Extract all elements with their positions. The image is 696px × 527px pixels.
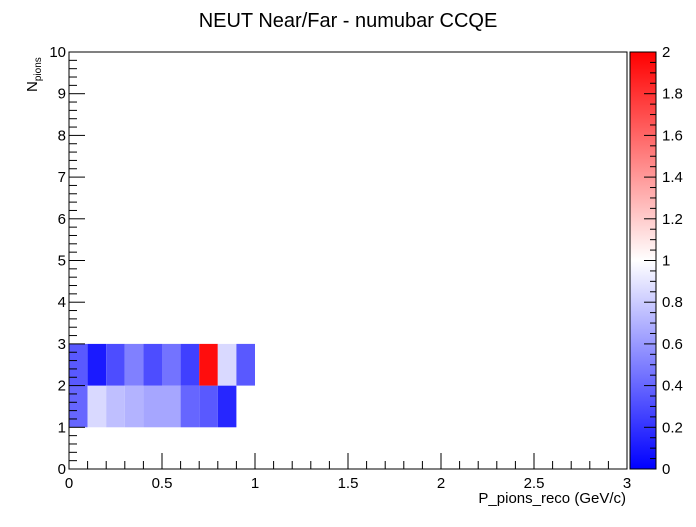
- heatmap-cell: [87, 343, 107, 386]
- colorbar-tick-label: 1.4: [662, 169, 683, 186]
- y-axis-label-sub: pions: [33, 57, 44, 81]
- heatmap-cell: [180, 343, 200, 386]
- y-axis-ticks: [69, 51, 85, 470]
- colorbar-tick-labels: 0 0.2 0.4 0.6 0.8 1 1.2 1.4 1.6 1.8 2: [662, 44, 683, 478]
- x-axis-label: P_pions_reco (GeV/c): [478, 490, 626, 507]
- y-tick-label: 10: [49, 44, 66, 61]
- heatmap-cell: [162, 385, 181, 428]
- heatmap-cells: [69, 343, 255, 428]
- y-tick-label: 8: [58, 127, 66, 144]
- x-tick-label: 2.5: [524, 475, 545, 492]
- heatmap-cell: [124, 343, 144, 386]
- x-tick-label: 0: [65, 475, 73, 492]
- heatmap-cell: [143, 343, 162, 386]
- chart-title: NEUT Near/Far - numubar CCQE: [199, 10, 498, 32]
- colorbar-tick-label: 0.8: [662, 294, 683, 311]
- heatmap-cell: [199, 385, 218, 428]
- x-axis-tick-labels: 0 0.5 1 1.5 2 2.5 3: [65, 475, 631, 492]
- colorbar-tick-label: 0.4: [662, 378, 683, 395]
- colorbar-tick-label: 1: [662, 253, 670, 270]
- y-axis-label: Npions: [24, 57, 44, 92]
- heatmap-cell: [217, 343, 237, 386]
- x-tick-label: 2: [437, 475, 445, 492]
- y-tick-label: 0: [58, 461, 66, 478]
- svg-text:Npions: Npions: [24, 57, 44, 92]
- y-tick-label: 4: [58, 294, 66, 311]
- colorbar-ticks: [644, 51, 656, 470]
- heatmap-cell: [124, 385, 144, 428]
- colorbar-tick-label: 0.2: [662, 419, 683, 436]
- heatmap-cell: [217, 385, 237, 428]
- y-tick-label: 1: [58, 419, 66, 436]
- colorbar-tick-label: 1.2: [662, 211, 683, 228]
- heatmap-cell: [143, 385, 162, 428]
- heatmap-cell: [106, 385, 125, 428]
- x-axis-ticks: [68, 453, 628, 469]
- x-tick-label: 3: [623, 475, 631, 492]
- heatmap-cell: [236, 343, 255, 386]
- y-axis-tick-labels: 0 1 2 3 4 5 6 7 8 9 10: [49, 44, 66, 478]
- y-tick-label: 6: [58, 211, 66, 228]
- y-tick-label: 2: [58, 378, 66, 395]
- x-tick-label: 1.5: [338, 475, 359, 492]
- heatmap-cell: [69, 385, 88, 428]
- colorbar-tick-label: 2: [662, 44, 670, 61]
- y-tick-label: 9: [58, 86, 66, 103]
- y-tick-label: 7: [58, 169, 66, 186]
- heatmap-cell: [106, 343, 125, 386]
- heatmap-cell: [87, 385, 107, 428]
- heatmap-cell: [180, 385, 200, 428]
- colorbar-tick-label: 1.6: [662, 127, 683, 144]
- x-tick-label: 0.5: [152, 475, 173, 492]
- heatmap-cell: [69, 343, 88, 386]
- heatmap-cell: [162, 343, 181, 386]
- colorbar-tick-label: 1.8: [662, 86, 683, 103]
- y-axis-label-main: N: [24, 81, 41, 92]
- y-tick-label: 5: [58, 253, 66, 270]
- y-tick-label: 3: [58, 336, 66, 353]
- x-tick-label: 1: [251, 475, 259, 492]
- colorbar-tick-label: 0: [662, 461, 670, 478]
- colorbar-tick-label: 0.6: [662, 336, 683, 353]
- heatmap-cell: [199, 343, 218, 386]
